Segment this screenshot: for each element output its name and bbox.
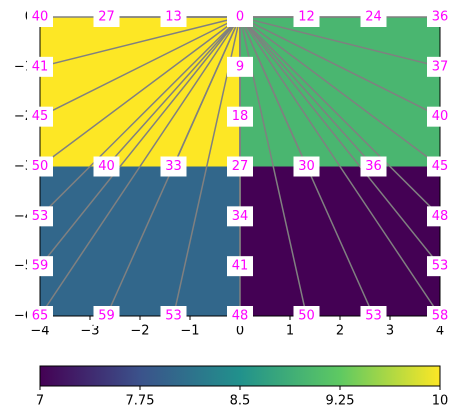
label-box	[27, 256, 53, 277]
label-box	[293, 156, 320, 177]
x-tick-label: −2	[130, 324, 149, 339]
label-box	[360, 7, 387, 27]
ray	[39, 16, 241, 68]
x-tick-label: 0	[236, 324, 244, 339]
point-label: 50	[32, 159, 49, 174]
x-tick-label: −1	[180, 324, 199, 339]
ray	[239, 16, 375, 167]
point-label: 33	[165, 159, 182, 174]
point-label: 45	[32, 109, 49, 124]
label-box	[227, 56, 253, 77]
point-label: 48	[432, 209, 449, 224]
colorbar-tick-label: 10	[432, 394, 449, 409]
ray	[39, 16, 241, 168]
label-box	[93, 306, 120, 326]
x-tick-label: −3	[80, 324, 99, 339]
label-box	[27, 156, 53, 177]
colorbar-tick-label: 9.25	[326, 394, 355, 409]
label-box	[227, 256, 253, 277]
label-box	[427, 106, 453, 127]
label-box	[160, 156, 187, 177]
label-box	[27, 206, 53, 227]
label-box	[227, 306, 253, 326]
point-label: 37	[432, 59, 449, 74]
label-box	[160, 306, 187, 326]
x-tick-label: 1	[286, 324, 294, 339]
point-label: 40	[32, 10, 49, 25]
point-label: 53	[432, 259, 449, 274]
point-label: 13	[165, 10, 182, 25]
ray	[105, 16, 241, 167]
label-box	[360, 156, 387, 177]
label-box	[427, 7, 453, 27]
ray	[39, 16, 241, 267]
ray	[239, 16, 441, 317]
point-label: 27	[232, 159, 249, 174]
point-label: 59	[98, 309, 115, 324]
point-label: 45	[432, 159, 449, 174]
point-label: 40	[98, 159, 115, 174]
point-label: 59	[32, 259, 49, 274]
point-label: 53	[165, 309, 182, 324]
x-tick-label: 4	[436, 324, 444, 339]
point-label: 48	[232, 309, 249, 324]
point-label: 53	[365, 309, 382, 324]
point-label: 65	[32, 309, 49, 324]
colorbar	[39, 365, 441, 387]
x-tick-label: −4	[30, 324, 49, 339]
point-label: 40	[432, 109, 449, 124]
ray	[239, 16, 441, 217]
label-box	[93, 156, 120, 177]
label-box	[27, 7, 53, 27]
ray	[39, 16, 241, 118]
point-label: 24	[365, 10, 382, 25]
point-label: 36	[365, 159, 382, 174]
ray	[239, 16, 441, 267]
point-label: 50	[298, 309, 315, 324]
ray	[39, 16, 241, 217]
point-label: 41	[232, 259, 249, 274]
point-label: 36	[432, 10, 449, 25]
label-box	[293, 7, 320, 27]
label-box	[427, 156, 453, 177]
label-box	[93, 7, 120, 27]
label-box	[227, 156, 253, 177]
ray	[239, 16, 441, 118]
point-label: 0	[236, 10, 244, 25]
label-box	[160, 7, 187, 27]
label-box	[27, 306, 53, 326]
label-box	[227, 206, 253, 227]
point-label: 41	[32, 59, 49, 74]
label-box	[293, 306, 320, 326]
ray	[39, 16, 241, 317]
x-tick-label: 2	[336, 324, 344, 339]
label-box	[227, 7, 253, 27]
ray	[239, 16, 441, 168]
label-box	[427, 256, 453, 277]
label-box	[427, 306, 453, 326]
point-label: 18	[232, 109, 249, 124]
label-box	[27, 56, 53, 77]
label-box	[27, 106, 53, 127]
colorbar-tick-label: 8.5	[230, 394, 251, 409]
point-label: 58	[432, 309, 449, 324]
label-box	[360, 306, 387, 326]
label-box	[427, 56, 453, 77]
point-label: 9	[236, 59, 244, 74]
point-label: 27	[98, 10, 115, 25]
colorbar-tick-label: 7	[36, 394, 44, 409]
label-box	[227, 106, 253, 127]
x-tick-label: 3	[386, 324, 394, 339]
point-label: 30	[298, 159, 315, 174]
colorbar-tick-label: 7.75	[126, 394, 155, 409]
ray	[239, 16, 441, 68]
point-label: 12	[298, 10, 315, 25]
point-label: 53	[32, 209, 49, 224]
label-box	[427, 206, 453, 227]
point-label: 34	[232, 209, 249, 224]
